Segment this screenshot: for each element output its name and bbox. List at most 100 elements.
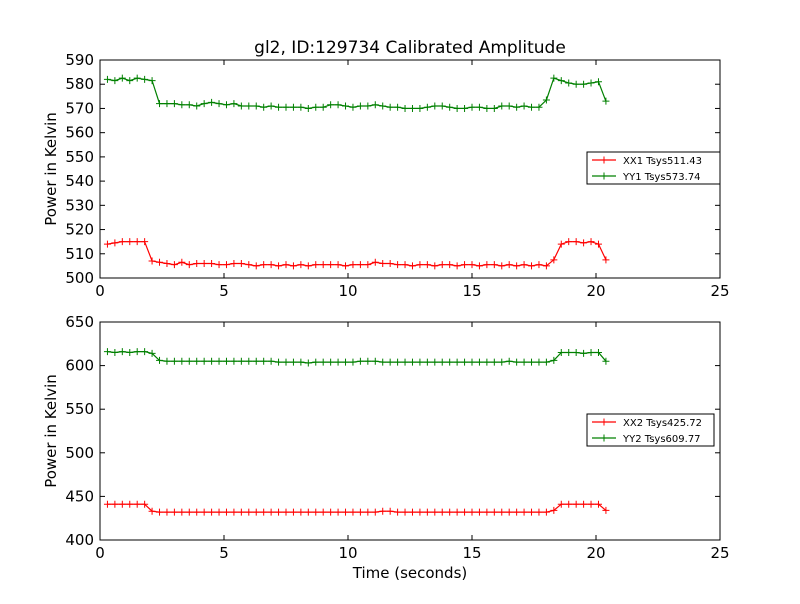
- data-point: [408, 508, 416, 516]
- data-point: [587, 238, 595, 246]
- data-point: [580, 80, 588, 88]
- legend-box: [586, 151, 721, 185]
- data-point: [252, 262, 260, 270]
- data-point: [416, 104, 424, 112]
- data-point: [408, 358, 416, 366]
- data-point: [468, 103, 476, 111]
- data-point: [334, 261, 342, 269]
- data-point: [230, 100, 238, 108]
- data-point: [542, 508, 550, 516]
- data-point: [572, 238, 580, 246]
- data-point: [394, 358, 402, 366]
- data-point: [490, 358, 498, 366]
- data-point: [312, 508, 320, 516]
- data-point: [438, 358, 446, 366]
- data-point: [163, 259, 171, 267]
- x-tick-label: 20: [586, 282, 605, 300]
- data-point: [550, 506, 558, 514]
- data-point: [416, 508, 424, 516]
- data-point: [356, 508, 364, 516]
- data-point: [446, 103, 454, 111]
- data-point: [103, 240, 111, 248]
- data-point: [260, 103, 268, 111]
- data-point: [304, 262, 312, 270]
- x-tick-label: 15: [462, 544, 481, 562]
- data-point: [535, 508, 543, 516]
- data-point: [587, 500, 595, 508]
- y-axis-label: Power in Kelvin: [42, 374, 60, 488]
- data-point: [185, 508, 193, 516]
- y-tick-label: 570: [65, 99, 94, 117]
- data-point: [520, 102, 528, 110]
- data-point: [111, 239, 119, 247]
- data-point: [453, 508, 461, 516]
- data-point: [118, 348, 126, 356]
- data-point: [453, 104, 461, 112]
- data-point: [156, 258, 164, 266]
- data-point: [156, 100, 164, 108]
- data-point: [498, 358, 506, 366]
- data-point: [580, 500, 588, 508]
- data-point: [394, 508, 402, 516]
- data-point: [260, 357, 268, 365]
- y-tick-label: 450: [65, 487, 94, 505]
- data-point: [245, 102, 253, 110]
- data-point: [371, 357, 379, 365]
- data-point: [386, 358, 394, 366]
- data-point: [505, 102, 513, 110]
- data-point: [185, 261, 193, 269]
- data-point: [587, 349, 595, 357]
- data-point: [200, 100, 208, 108]
- data-point: [208, 508, 216, 516]
- data-point: [289, 508, 297, 516]
- legend-label: YY2 Tsys609.77: [622, 434, 701, 445]
- data-point: [520, 358, 528, 366]
- y-tick-label: 550: [65, 400, 94, 418]
- data-point: [170, 357, 178, 365]
- data-point: [230, 259, 238, 267]
- data-point: [126, 500, 134, 508]
- data-point: [468, 508, 476, 516]
- data-point: [163, 508, 171, 516]
- data-point: [304, 508, 312, 516]
- data-point: [193, 357, 201, 365]
- y-tick-label: 590: [65, 51, 94, 69]
- data-point: [267, 508, 275, 516]
- data-point: [312, 261, 320, 269]
- data-point: [394, 261, 402, 269]
- data-point: [156, 356, 164, 364]
- data-point: [386, 103, 394, 111]
- data-point: [208, 259, 216, 267]
- data-point: [118, 500, 126, 508]
- data-point: [528, 103, 536, 111]
- data-point: [289, 262, 297, 270]
- x-tick-label: 20: [586, 544, 605, 562]
- data-point: [141, 75, 149, 83]
- y-tick-label: 560: [65, 124, 94, 142]
- data-point: [170, 261, 178, 269]
- data-point: [550, 256, 558, 264]
- data-point: [498, 102, 506, 110]
- data-point: [252, 102, 260, 110]
- data-point: [297, 103, 305, 111]
- data-point: [193, 102, 201, 110]
- data-point: [408, 104, 416, 112]
- data-point: [230, 357, 238, 365]
- data-point: [319, 358, 327, 366]
- data-point: [178, 357, 186, 365]
- data-point: [252, 508, 260, 516]
- x-tick-label: 5: [219, 544, 229, 562]
- data-point: [453, 358, 461, 366]
- data-point: [364, 508, 372, 516]
- data-point: [141, 500, 149, 508]
- data-point: [557, 77, 565, 85]
- data-point: [602, 256, 610, 264]
- data-point: [245, 261, 253, 269]
- data-point: [327, 358, 335, 366]
- data-point: [356, 102, 364, 110]
- data-point: [505, 357, 513, 365]
- data-point: [572, 500, 580, 508]
- data-point: [260, 508, 268, 516]
- data-point: [163, 100, 171, 108]
